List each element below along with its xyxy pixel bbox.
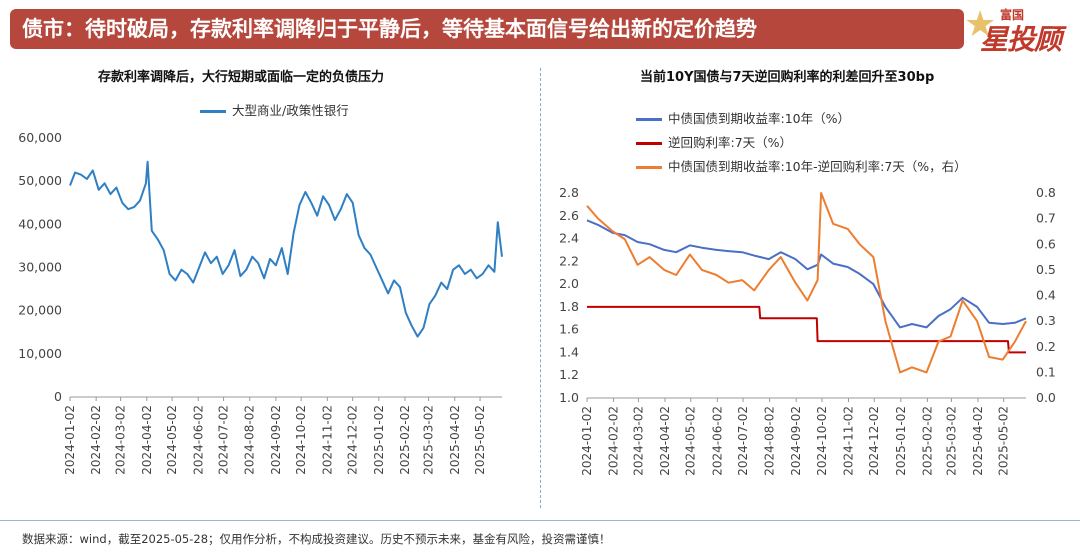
x-tick-label: 2024-05-02 (165, 405, 179, 475)
x-tick-label: 2025-04-02 (971, 406, 985, 476)
x-tick-label: 2025-01-02 (372, 405, 386, 475)
footer-note: 数据来源：wind，截至2025-05-28；仅用作分析，不构成投资建议。历史不… (22, 532, 611, 546)
y-tick-label: 1.8 (559, 299, 579, 314)
y-right-tick-label: 0.7 (1036, 211, 1056, 226)
x-tick-label: 2024-11-02 (320, 405, 334, 475)
x-tick-label: 2024-04-02 (140, 405, 154, 475)
y-tick-label: 10,000 (18, 346, 62, 361)
x-tick-label: 2024-10-02 (294, 405, 308, 475)
x-tick-label: 2024-01-02 (63, 405, 77, 475)
y-tick-label: 0 (54, 389, 62, 404)
x-tick-label: 2024-11-02 (842, 406, 856, 476)
legend-swatch (200, 110, 226, 113)
x-tick-label: 2025-05-02 (997, 406, 1011, 476)
series-line (587, 305, 1026, 354)
footer: 数据来源：wind，截至2025-05-28；仅用作分析，不构成投资建议。历史不… (0, 520, 1080, 555)
y-tick-label: 1.6 (559, 322, 579, 337)
x-tick-label: 2024-01-02 (580, 406, 594, 476)
chart-divider (540, 68, 541, 508)
left-chart: 60,00050,00040,00030,00020,00010,0000202… (18, 130, 503, 475)
brand-logo: ★ 富国 星投顾 (964, 4, 1076, 56)
x-tick-label: 2025-03-02 (422, 405, 436, 475)
y-right-tick-label: 0.1 (1036, 364, 1056, 379)
y-tick-label: 1.4 (559, 344, 579, 359)
right-chart-title: 当前10Y国债与7天逆回购利率的利差回升至30bp (640, 70, 935, 85)
y-right-tick-label: 0.8 (1036, 185, 1056, 200)
x-tick-label: 2025-03-02 (944, 406, 958, 476)
x-tick-label: 2024-09-02 (789, 406, 803, 476)
x-tick-label: 2024-12-02 (346, 405, 360, 475)
x-tick-label: 2024-06-02 (191, 405, 205, 475)
x-tick-label: 2024-06-02 (710, 406, 724, 476)
right-legend-item-1: 中债国债到期收益率:10年（%） (636, 108, 850, 127)
star-icon: ★ (964, 4, 997, 45)
x-tick-label: 2025-02-02 (398, 405, 412, 475)
y-right-tick-label: 0.4 (1036, 288, 1056, 303)
series-line (586, 192, 1027, 374)
legend-swatch (636, 166, 662, 169)
y-tick-label: 50,000 (18, 173, 62, 188)
right-chart: 2.8 2.6 2.4 2.2 2.0 1.8 1.6 1.4 1.2 1.0 0.8 0.7 0.6 0… (559, 185, 1056, 476)
x-tick-label: 2024-08-02 (243, 405, 257, 475)
y-tick-label: 60,000 (18, 130, 62, 145)
x-tick-label: 2025-05-02 (473, 405, 487, 475)
legend-label: 中债国债到期收益率:10年（%） (668, 111, 850, 126)
left-chart-title: 存款利率调降后，大行短期或面临一定的负债压力 (98, 70, 385, 85)
y-right-tick-label: 0.2 (1036, 339, 1056, 354)
x-tick-label: 2024-07-02 (217, 405, 231, 475)
legend-label: 逆回购利率:7天（%） (668, 135, 793, 150)
right-legend-item-3: 中债国债到期收益率:10年-逆回购利率:7天（%，右） (636, 156, 967, 175)
x-tick-label: 2025-01-02 (894, 406, 908, 476)
x-tick-label: 2024-07-02 (736, 406, 750, 476)
y-right-tick-label: 0.0 (1036, 390, 1056, 405)
y-tick-label: 2.6 (559, 208, 579, 223)
logo-small-text: 富国 (1000, 8, 1025, 22)
y-tick-label: 1.0 (559, 390, 579, 405)
x-tick-label: 2025-02-02 (920, 406, 934, 476)
series-line (69, 160, 503, 338)
x-tick-label: 2024-04-02 (658, 406, 672, 476)
x-tick-label: 2024-02-02 (607, 406, 621, 476)
y-tick-label: 2.4 (559, 231, 579, 246)
y-tick-label: 1.2 (559, 367, 579, 382)
y-tick-label: 2.8 (559, 185, 579, 200)
y-tick-label: 40,000 (18, 216, 62, 231)
y-tick-label: 2.2 (559, 253, 579, 268)
legend-label: 中债国债到期收益率:10年-逆回购利率:7天（%，右） (668, 159, 967, 174)
x-tick-label: 2024-05-02 (684, 406, 698, 476)
x-tick-label: 2024-03-02 (631, 406, 645, 476)
x-tick-label: 2024-09-02 (269, 405, 283, 475)
y-right-tick-label: 0.6 (1036, 236, 1056, 251)
x-tick-label: 2025-04-02 (448, 405, 462, 475)
x-tick-label: 2024-10-02 (815, 406, 829, 476)
y-tick-label: 2.0 (559, 276, 579, 291)
legend-swatch (636, 118, 662, 121)
y-right-tick-label: 0.5 (1036, 262, 1056, 277)
x-tick-label: 2024-03-02 (114, 405, 128, 475)
banner-title: 债市：待时破局，存款利率调降归于平静后，等待基本面信号给出新的定价趋势 (10, 9, 964, 49)
logo-big-text: 星投顾 (980, 23, 1062, 56)
left-legend-item: 大型商业/政策性银行 (200, 100, 349, 119)
x-tick-label: 2024-02-02 (89, 405, 103, 475)
x-tick-label: 2024-08-02 (763, 406, 777, 476)
y-right-tick-label: 0.3 (1036, 313, 1056, 328)
x-tick-label: 2024-12-02 (867, 406, 881, 476)
y-tick-label: 30,000 (18, 260, 62, 275)
legend-swatch (636, 142, 662, 145)
y-tick-label: 20,000 (18, 303, 62, 318)
series-line (586, 219, 1027, 329)
right-legend-item-2: 逆回购利率:7天（%） (636, 132, 792, 151)
legend-label: 大型商业/政策性银行 (232, 103, 349, 118)
